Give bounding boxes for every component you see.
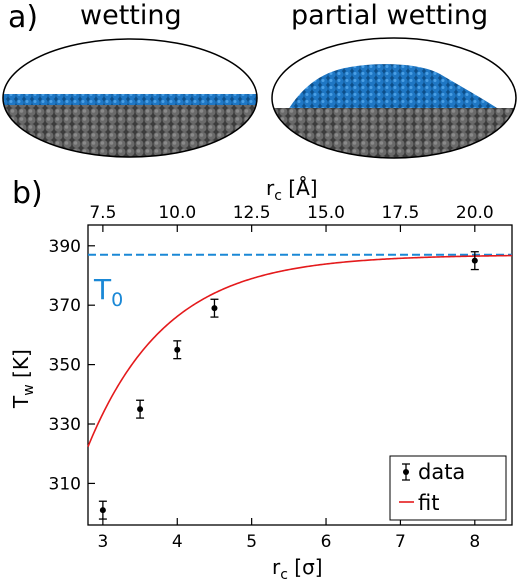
- panel-a-label: a): [8, 0, 39, 35]
- x2-tick-label: 20.0: [456, 203, 494, 223]
- data-points: [98, 251, 479, 520]
- x2-tick-label: 12.5: [233, 203, 271, 223]
- partial-wetting-frame: [271, 37, 517, 159]
- partial-wetting-title: partial wetting: [291, 0, 489, 31]
- y-tick-label: 330: [49, 415, 81, 435]
- data-marker: [99, 507, 106, 514]
- x-tick-label: 6: [321, 532, 332, 552]
- t0-label: T0: [93, 273, 123, 311]
- y-tick-label: 350: [49, 356, 81, 376]
- data-point: [98, 500, 107, 520]
- x-tick-label: 3: [97, 532, 108, 552]
- panel-b-label: b): [12, 176, 43, 211]
- t0-reference: T0: [88, 253, 512, 311]
- legend-box: [389, 455, 507, 521]
- plot-frame: [87, 224, 513, 526]
- x2-tick-label: 7.5: [89, 203, 116, 223]
- svg-text:Tw [K]: Tw [K]: [9, 349, 37, 409]
- y-axis-label: Tw [K]: [9, 349, 37, 409]
- data-point: [136, 399, 145, 419]
- x-axis-label: rc [σ]: [272, 555, 323, 582]
- data-marker: [137, 406, 144, 413]
- x-tick-label: 8: [469, 532, 480, 552]
- fit-curve: [87, 254, 513, 448]
- y-tick-label: 310: [49, 474, 81, 494]
- x2-tick-label: 10.0: [158, 203, 196, 223]
- data-point: [470, 251, 479, 271]
- partial-wetting-scene: [272, 64, 516, 158]
- t0-label-main: T: [93, 273, 112, 306]
- data-point: [173, 340, 182, 360]
- axis-ticks: 3 4 5 6 7 8 310 330 350 370 390 7.5 10.0 12.5 15.0 17.5…: [49, 203, 494, 552]
- x2-axis-label: rc [Å]: [266, 176, 318, 204]
- y-tick-label: 390: [49, 237, 81, 257]
- x-tick-label: 5: [246, 532, 257, 552]
- wetting-droplet-film: [3, 94, 257, 106]
- wetting-title: wetting: [80, 0, 182, 31]
- legend-data-label: data: [418, 460, 465, 484]
- x-tick-label: 4: [172, 532, 183, 552]
- partial-wetting-droplet: [288, 64, 500, 110]
- y-tick-label: 370: [49, 296, 81, 316]
- data-marker: [174, 346, 181, 353]
- legend-fit-label: fit: [418, 491, 439, 515]
- data-marker: [471, 257, 478, 264]
- wetting-illustrations: [2, 37, 517, 159]
- legend: data fit: [389, 455, 507, 521]
- data-marker: [211, 305, 218, 312]
- t0-label-sub: 0: [111, 289, 123, 311]
- wetting-frame: [2, 38, 258, 158]
- x2-tick-label: 15.0: [307, 203, 345, 223]
- data-point: [210, 298, 219, 318]
- x2-tick-label: 17.5: [381, 203, 419, 223]
- legend-data-marker: [402, 463, 410, 481]
- x-tick-label: 7: [395, 532, 406, 552]
